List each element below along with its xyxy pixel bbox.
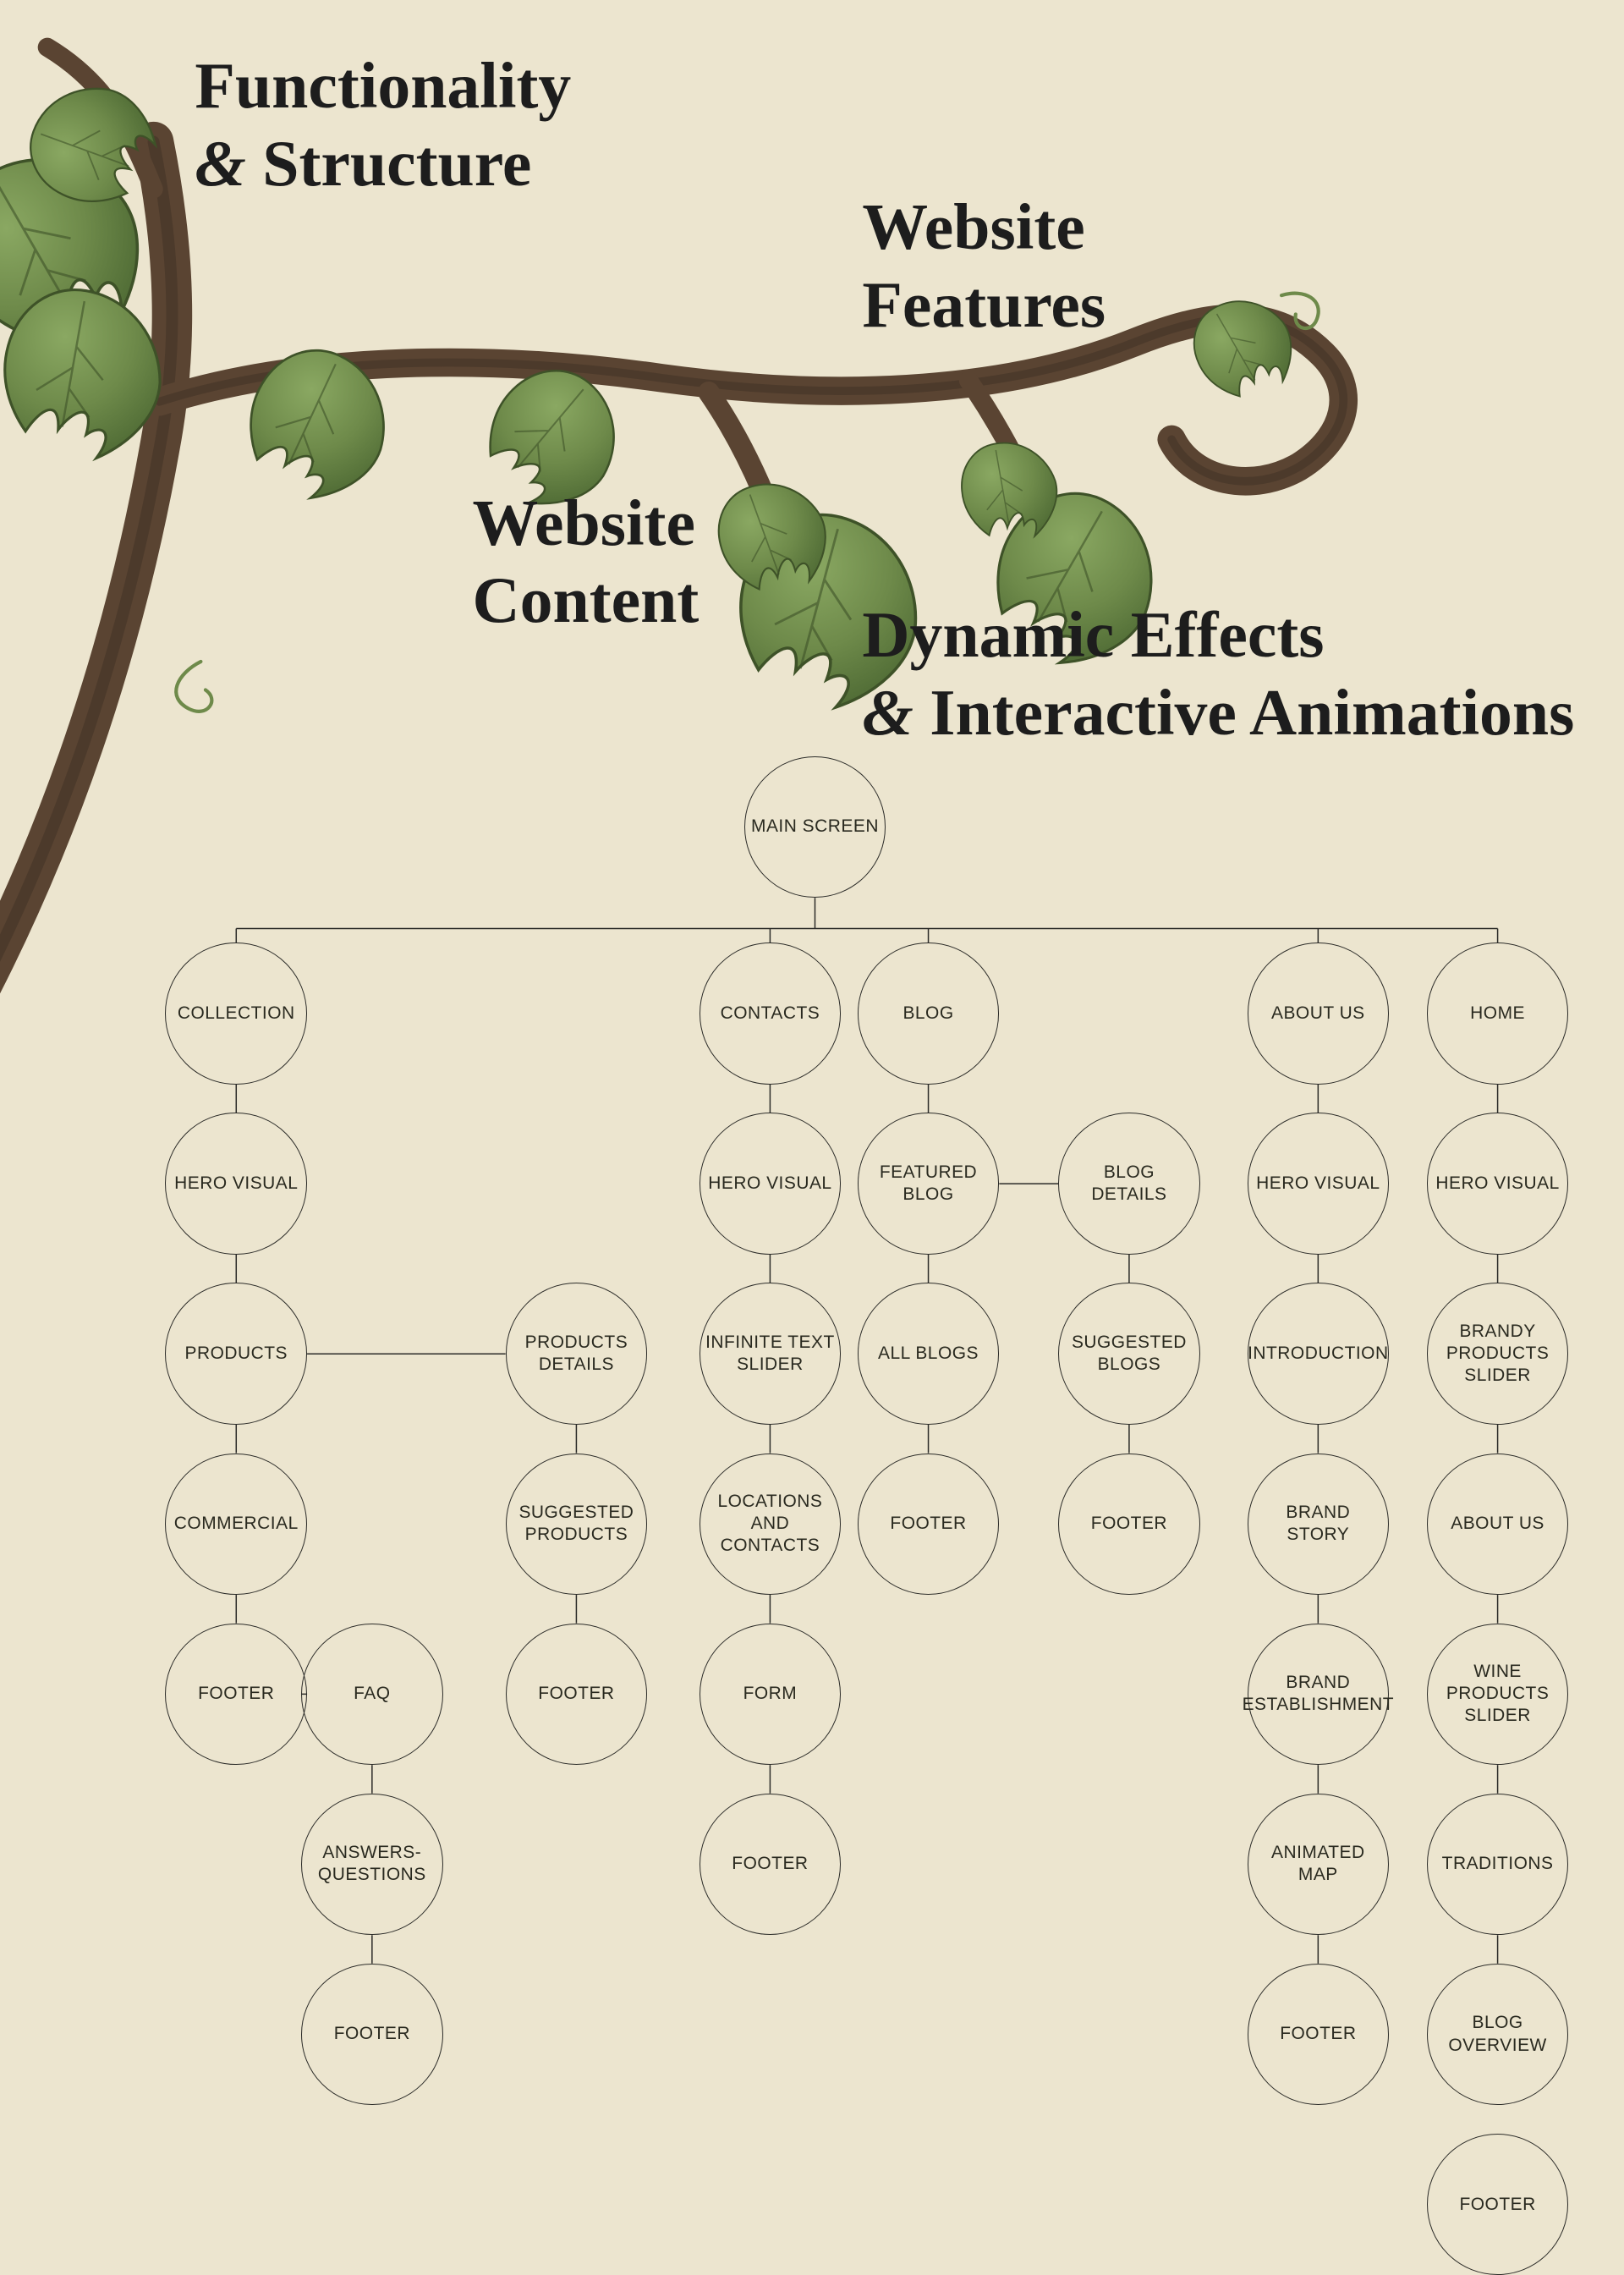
sitemap-node: FOOTER bbox=[506, 1624, 648, 1766]
sitemap-node: BLOGDETAILS bbox=[1058, 1113, 1200, 1255]
sitemap-node: COMMERCIAL bbox=[165, 1453, 307, 1596]
sitemap-node: ABOUT US bbox=[1427, 1453, 1569, 1596]
heading-dynamic: Dynamic Effects& Interactive Animations bbox=[862, 596, 1574, 751]
sitemap-node: HERO VISUAL bbox=[165, 1113, 307, 1255]
heading-functionality: Functionality& Structure bbox=[195, 47, 571, 202]
sitemap-node: ALL BLOGS bbox=[858, 1283, 1000, 1425]
sitemap-node: FEATUREDBLOG bbox=[858, 1113, 1000, 1255]
sitemap-node: FOOTER bbox=[1427, 2134, 1569, 2275]
sitemap-node: TRADITIONS bbox=[1427, 1794, 1569, 1936]
sitemap-node: FORM bbox=[700, 1624, 842, 1766]
sitemap-node: SUGGESTEDPRODUCTS bbox=[506, 1453, 648, 1596]
sitemap-node: FOOTER bbox=[1248, 1964, 1390, 2106]
sitemap-node: FOOTER bbox=[858, 1453, 1000, 1596]
sitemap-node: HERO VISUAL bbox=[1248, 1113, 1390, 1255]
sitemap-node: CONTACTS bbox=[700, 942, 842, 1085]
sitemap-node: INFINITE TEXTSLIDER bbox=[700, 1283, 842, 1425]
sitemap-node: COLLECTION bbox=[165, 942, 307, 1085]
sitemap-node: BRANDESTABLISHMENT bbox=[1248, 1624, 1390, 1766]
sitemap-node: HERO VISUAL bbox=[1427, 1113, 1569, 1255]
sitemap-node: INTRODUCTION bbox=[1248, 1283, 1390, 1425]
sitemap-node: FOOTER bbox=[301, 1964, 443, 2106]
sitemap-node: BLOGOVERVIEW bbox=[1427, 1964, 1569, 2106]
sitemap-node: BRAND STORY bbox=[1248, 1453, 1390, 1596]
sitemap-node: PRODUCTSDETAILS bbox=[506, 1283, 648, 1425]
heading-content: WebsiteContent bbox=[473, 485, 700, 640]
sitemap-node: SUGGESTEDBLOGS bbox=[1058, 1283, 1200, 1425]
sitemap-node: FAQ bbox=[301, 1624, 443, 1766]
sitemap-node: ABOUT US bbox=[1248, 942, 1390, 1085]
sitemap-node: LOCATIONSAND CONTACTS bbox=[700, 1453, 842, 1596]
sitemap-node: ANIMATED MAP bbox=[1248, 1794, 1390, 1936]
sitemap-node: WINEPRODUCTSSLIDER bbox=[1427, 1624, 1569, 1766]
sitemap-node: HOME bbox=[1427, 942, 1569, 1085]
sitemap-node: MAIN SCREEN bbox=[744, 756, 886, 898]
heading-features: WebsiteFeatures bbox=[862, 189, 1106, 343]
sitemap-node: FOOTER bbox=[700, 1794, 842, 1936]
sitemap-node: PRODUCTS bbox=[165, 1283, 307, 1425]
sitemap-node: FOOTER bbox=[165, 1624, 307, 1766]
sitemap-node: BLOG bbox=[858, 942, 1000, 1085]
sitemap-node: ANSWERS-QUESTIONS bbox=[301, 1794, 443, 1936]
sitemap-node: HERO VISUAL bbox=[700, 1113, 842, 1255]
sitemap-node: FOOTER bbox=[1058, 1453, 1200, 1596]
sitemap-node: BRANDYPRODUCTSSLIDER bbox=[1427, 1283, 1569, 1425]
